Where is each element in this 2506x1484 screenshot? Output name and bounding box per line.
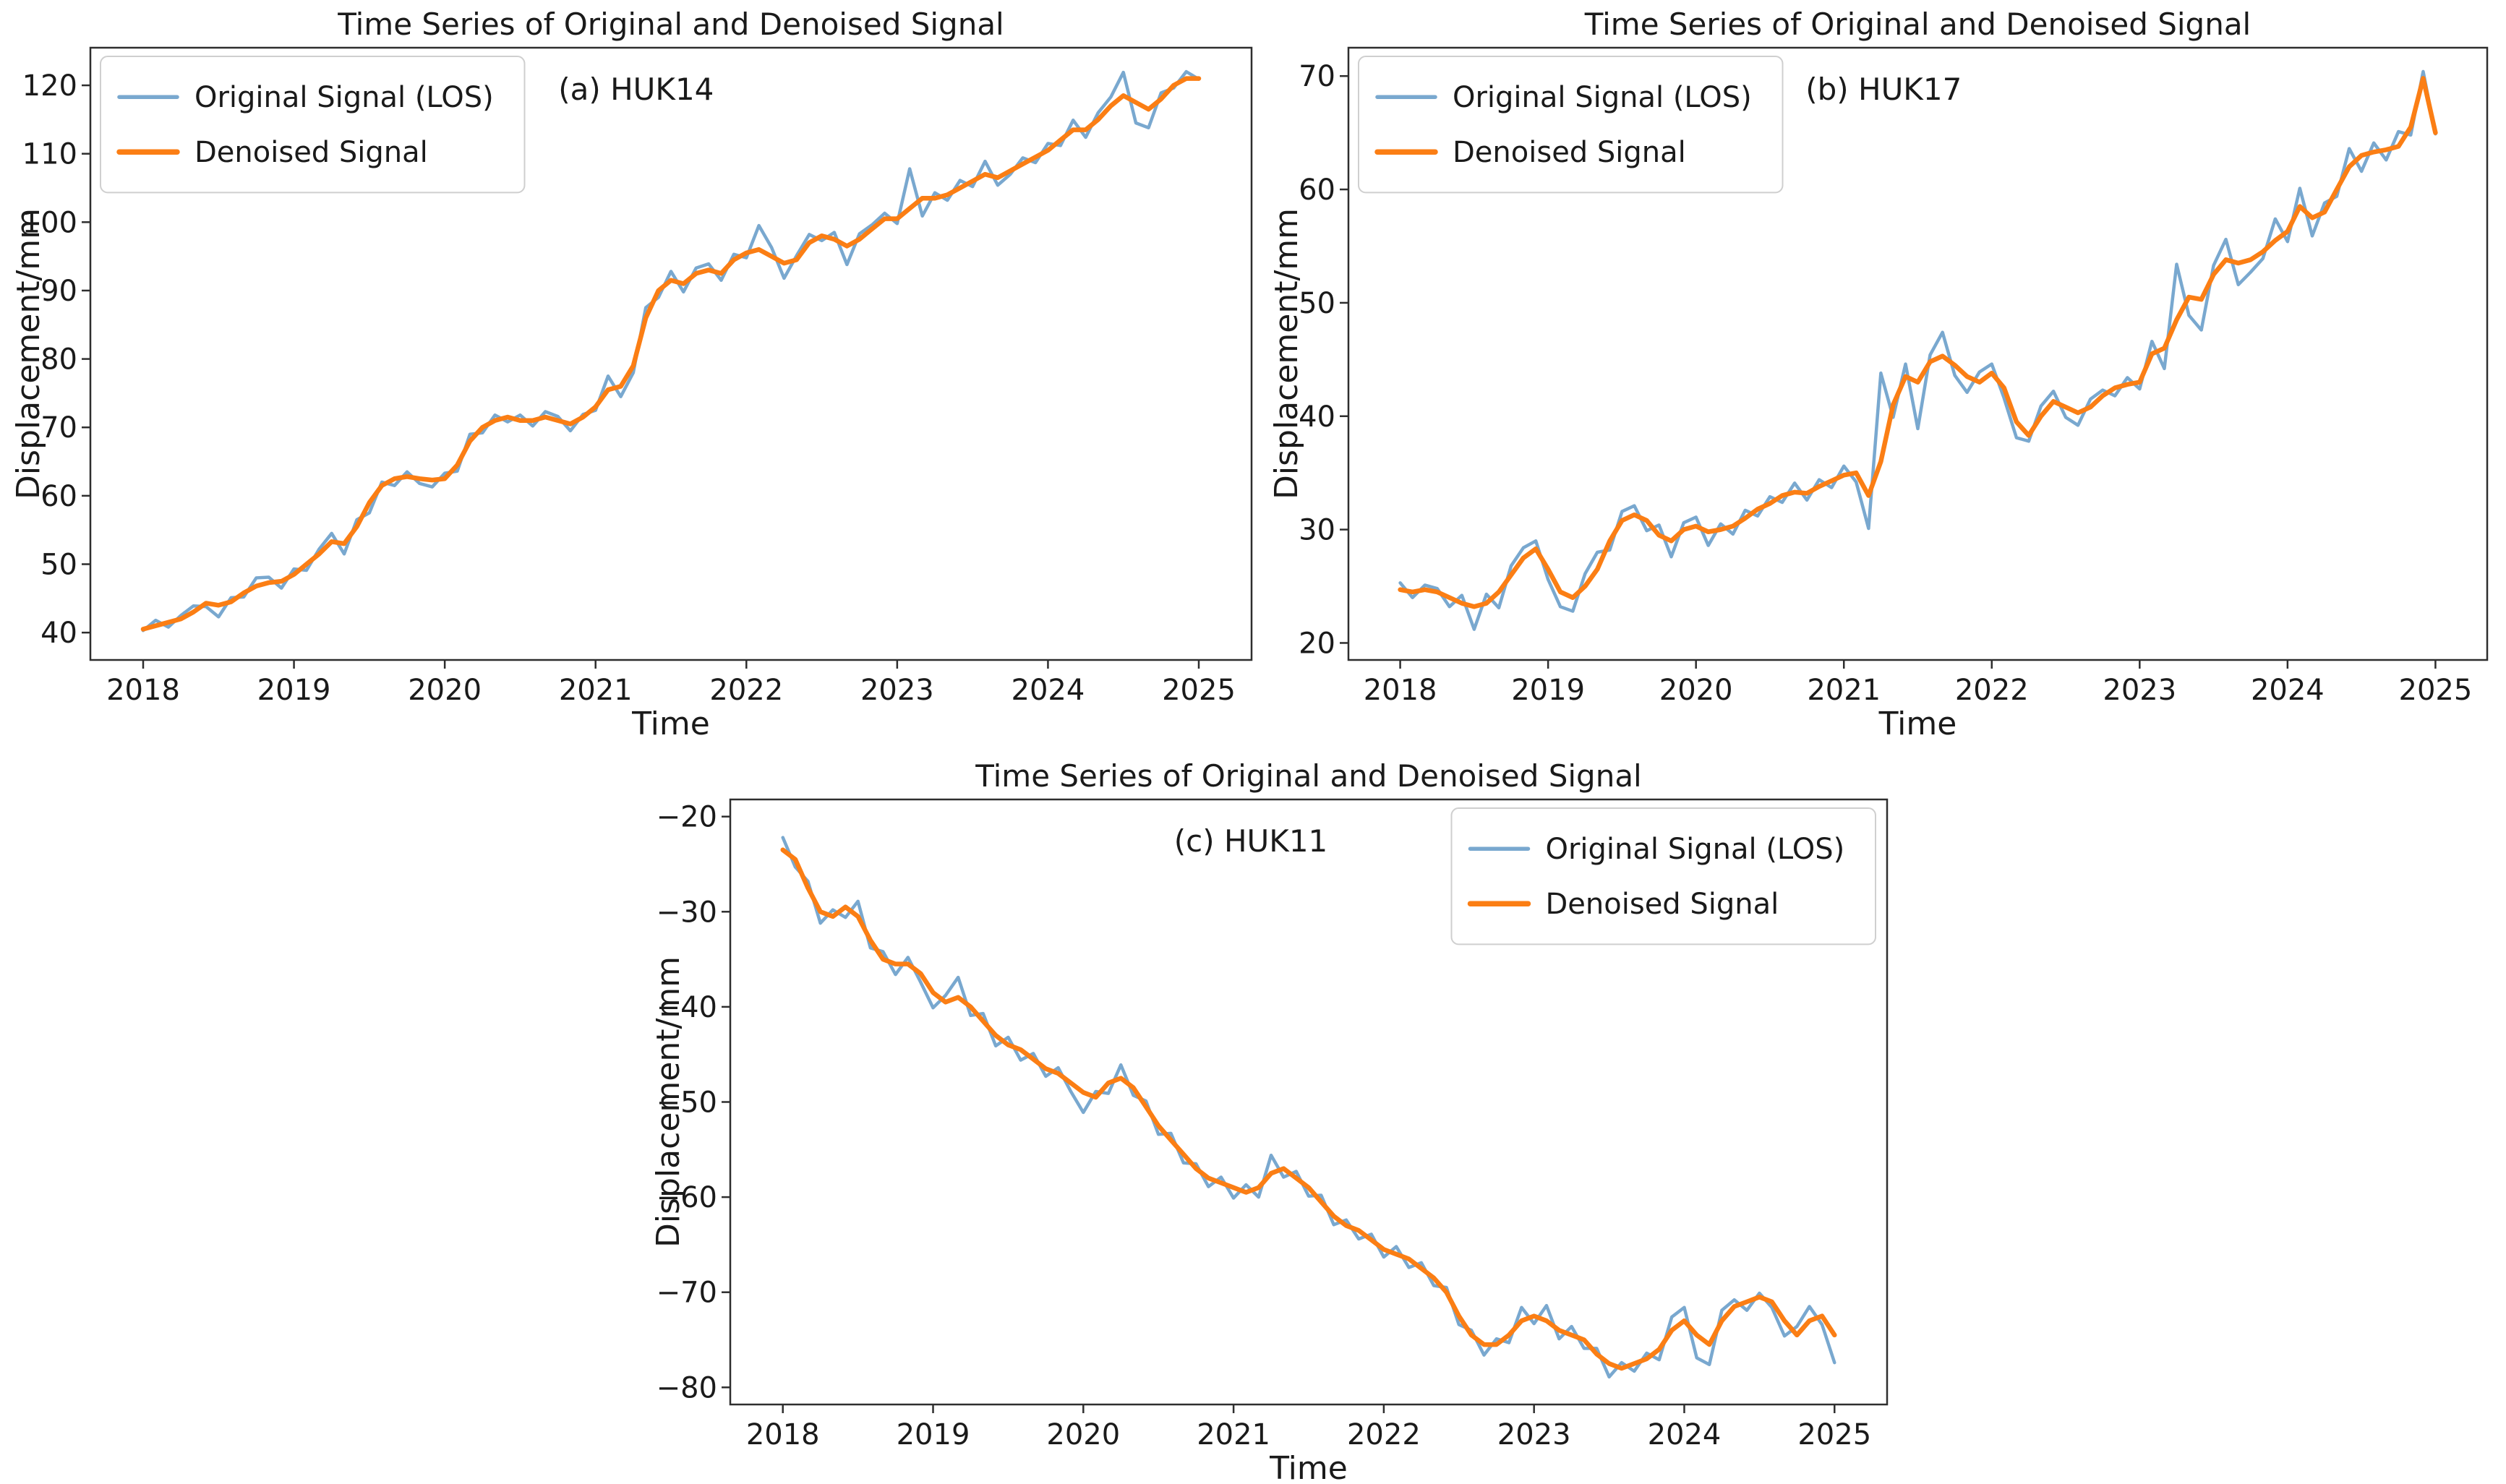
y-tick-label: 110: [22, 138, 77, 171]
legend-item-label: Original Signal (LOS): [194, 81, 494, 114]
y-tick-label: 30: [1299, 514, 1335, 547]
y-axis-label: Displacement/mm: [1273, 208, 1305, 499]
x-axis-label: Time: [1269, 1450, 1348, 1480]
y-tick-label: 60: [1299, 173, 1335, 207]
legend: Original Signal (LOS) Denoised Signal: [1450, 807, 1876, 945]
legend-item-label: Denoised Signal: [1546, 888, 1779, 921]
x-tick-label: 2022: [1347, 1418, 1421, 1451]
x-tick-label: 2025: [1797, 1418, 1871, 1451]
y-axis-label: Displacement/mm: [14, 208, 47, 499]
y-tick-label: −80: [657, 1371, 717, 1404]
x-tick-label: 2020: [408, 674, 482, 707]
subplot-b-huk17: Time Series of Original and Denoised Sig…: [1268, 6, 2502, 742]
x-tick-label: 2020: [1659, 674, 1733, 707]
x-tick-label: 2022: [1955, 674, 2029, 707]
legend-item-label: Original Signal (LOS): [1453, 81, 1752, 114]
x-tick-label: 2018: [106, 674, 180, 707]
y-tick-label: 50: [1299, 287, 1335, 320]
y-tick-label: −40: [657, 991, 717, 1024]
denoised-signal-line: [1398, 76, 2438, 609]
x-tick-label: 2019: [897, 1418, 970, 1451]
x-tick-label: 2024: [1012, 674, 1085, 707]
legend-item-label: Denoised Signal: [194, 136, 428, 169]
chart-svg: Time Series of Original and Denoised Sig…: [650, 758, 1889, 1484]
y-tick-label: 70: [1299, 60, 1335, 93]
original-signal-line: [781, 836, 1836, 1379]
x-tick-label: 2021: [559, 674, 633, 707]
legend-box: [1450, 807, 1876, 945]
y-tick-label: 50: [40, 549, 77, 582]
y-tick-label: 60: [40, 480, 77, 513]
y-tick-label: −30: [657, 896, 717, 929]
legend-item-label: Denoised Signal: [1453, 136, 1686, 169]
denoised-signal-line: [780, 847, 1837, 1371]
x-tick-label: 2020: [1046, 1418, 1120, 1451]
x-tick-label: 2024: [2251, 674, 2325, 707]
subplot-annotation: (b) HUK17: [1805, 72, 1962, 107]
plot-area: [89, 46, 1253, 661]
x-tick-label: 2025: [1162, 674, 1236, 707]
x-tick-label: 2024: [1648, 1418, 1722, 1451]
y-tick-label: 40: [1299, 400, 1335, 434]
y-tick-label: 20: [1299, 627, 1335, 660]
subplot-annotation: (c) HUK11: [1174, 823, 1328, 859]
y-tick-label: −50: [657, 1086, 717, 1120]
y-axis-label: Displacement/mm: [654, 956, 687, 1248]
y-tick-label: 80: [40, 343, 77, 377]
x-tick-label: 2025: [2399, 674, 2473, 707]
original-signal-line: [141, 69, 1201, 632]
legend: Original Signal (LOS) Denoised Signal: [1358, 56, 1784, 194]
x-axis-label: Time: [1878, 705, 1957, 736]
y-tick-label: 100: [22, 206, 77, 239]
chart-title: Time Series of Original and Denoised Sig…: [337, 7, 1004, 42]
y-tick-label: 40: [40, 617, 77, 650]
subplot-a-huk14: Time Series of Original and Denoised Sig…: [10, 6, 1266, 742]
y-tick-label: −60: [657, 1181, 717, 1214]
x-tick-label: 2019: [257, 674, 331, 707]
x-tick-label: 2021: [1197, 1418, 1270, 1451]
x-tick-label: 2021: [1807, 674, 1881, 707]
chart-svg: Time Series of Original and Denoised Sig…: [10, 7, 1253, 742]
subplot-annotation: (a) HUK14: [558, 72, 714, 107]
y-tick-label: −20: [657, 801, 717, 834]
plot-area: [1347, 46, 2489, 661]
y-tick-label: 120: [22, 69, 77, 103]
x-tick-label: 2023: [860, 674, 934, 707]
chart-title: Time Series of Original and Denoised Sig…: [1584, 7, 2251, 42]
subplot-c-huk11: Time Series of Original and Denoised Sig…: [650, 758, 1902, 1484]
legend-box: [100, 56, 526, 194]
x-tick-label: 2022: [709, 674, 783, 707]
x-tick-label: 2019: [1511, 674, 1585, 707]
chart-svg: Time Series of Original and Denoised Sig…: [1268, 7, 2489, 742]
legend-box: [1358, 56, 1784, 194]
legend: Original Signal (LOS) Denoised Signal: [100, 56, 526, 194]
chart-title: Time Series of Original and Denoised Sig…: [975, 758, 1641, 794]
x-tick-label: 2023: [2103, 674, 2176, 707]
x-tick-label: 2018: [1364, 674, 1437, 707]
original-signal-line: [1398, 69, 2437, 631]
y-tick-label: 90: [40, 275, 77, 308]
x-tick-label: 2018: [746, 1418, 820, 1451]
y-tick-label: 70: [40, 411, 77, 445]
x-axis-label: Time: [631, 705, 710, 736]
denoised-signal-line: [140, 76, 1202, 632]
x-tick-label: 2023: [1497, 1418, 1571, 1451]
legend-item-label: Original Signal (LOS): [1546, 833, 1845, 866]
y-tick-label: −70: [657, 1277, 717, 1310]
